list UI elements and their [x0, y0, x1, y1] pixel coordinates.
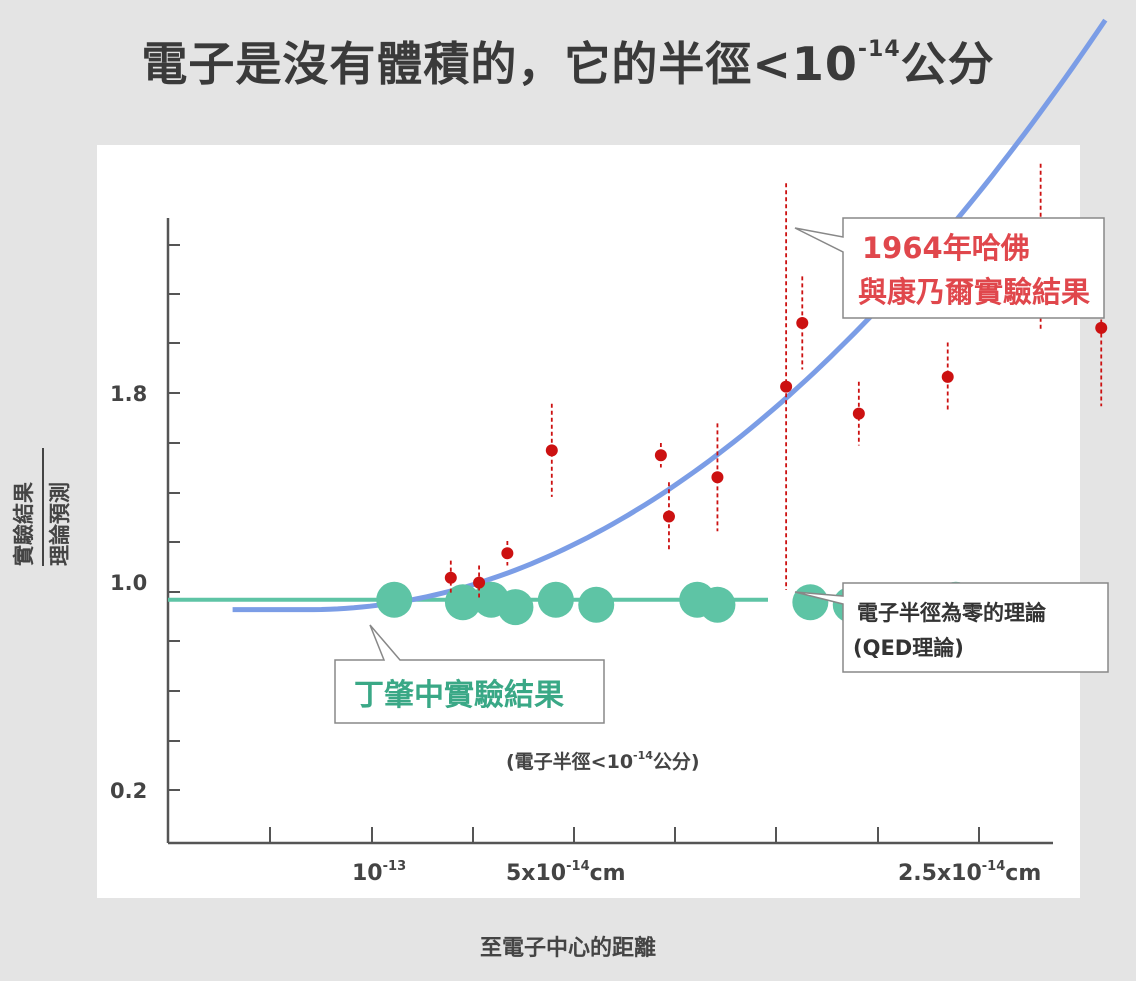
y-tick-label-1: 1.8: [110, 382, 147, 406]
callout-harvard-line1: 1964年哈佛: [862, 231, 1030, 265]
ting-note: (電子半徑<10-14公分): [506, 749, 700, 773]
harvard-data-point: [654, 449, 667, 462]
harvard-data-point: [941, 370, 954, 383]
y-label-numerator: 實驗結果: [12, 482, 36, 566]
harvard-data-point: [852, 407, 865, 420]
x-tick-label-1: 10-13: [352, 859, 406, 886]
callout-qed-line2: (QED理論): [853, 636, 964, 660]
harvard-data-point: [501, 547, 514, 560]
x-tick-label-3: 2.5x10-14cm: [898, 859, 1041, 886]
callout-qed-line1: 電子半徑為零的理論: [857, 601, 1047, 625]
callout-ting-label: 丁肇中實驗結果: [354, 678, 564, 713]
harvard-data-point: [444, 571, 457, 584]
ting-data-point: [376, 581, 413, 618]
harvard-data-point: [780, 380, 793, 393]
harvard-data-point: [473, 576, 486, 589]
x-tick-label-2: 5x10-14cm: [506, 859, 626, 886]
harvard-data-point: [711, 471, 724, 484]
y-axis-label: 實驗結果 理論預測: [12, 448, 72, 566]
ting-data-point: [537, 581, 574, 618]
chart-title: 電子是沒有體積的，它的半徑<10-14公分: [141, 37, 995, 91]
callout-harvard-line2: 與康乃爾實驗結果: [858, 275, 1090, 309]
harvard-data-point: [796, 316, 809, 329]
ting-data-point: [699, 586, 736, 623]
x-axis-label: 至電子中心的距離: [479, 936, 656, 961]
ting-data-point: [792, 584, 829, 621]
ting-data-point: [444, 584, 481, 621]
ting-data-point: [497, 589, 534, 626]
callout-qed: 電子半徑為零的理論 (QED理論): [794, 582, 1109, 673]
callout-ting: 丁肇中實驗結果: [334, 624, 605, 724]
y-tick-label-3: 0.2: [110, 779, 147, 803]
y-tick-label-2: 1.0: [110, 571, 147, 595]
y-label-denominator: 理論預測: [48, 482, 72, 566]
callout-harvard: 1964年哈佛 與康乃爾實驗結果: [794, 217, 1105, 319]
harvard-data-point: [662, 510, 675, 523]
harvard-data-point: [545, 444, 558, 457]
harvard-data-point: [1095, 321, 1108, 334]
ting-data-point: [578, 586, 615, 623]
